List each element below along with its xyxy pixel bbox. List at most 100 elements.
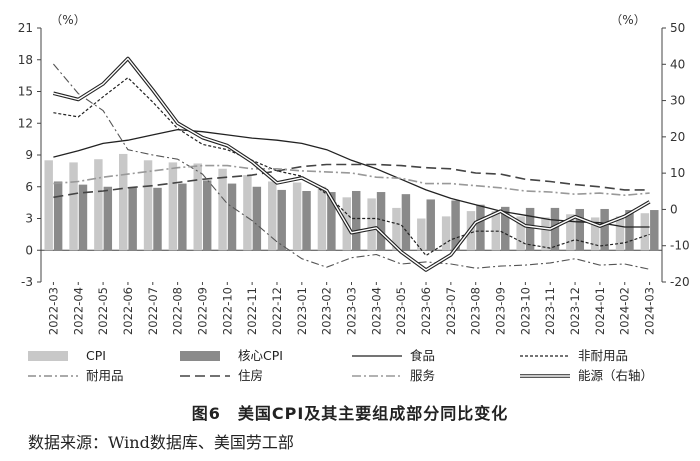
core-cpi-bar [302,190,311,251]
core-cpi-bar [501,206,510,251]
cpi-bar [417,218,426,251]
cpi-bar [268,181,277,251]
left-tick-label: 21 [18,21,33,35]
core-cpi-bar [625,210,634,251]
core-cpi-bar [426,199,435,251]
legend-housing-label: 住房 [238,368,263,383]
cpi-bar [143,160,153,251]
x-tick-label: 2022-09 [195,287,209,335]
left-tick-label: 3 [25,212,33,226]
x-tick-label: 2022-03 [46,287,60,335]
data-source-note: 数据来源：Wind数据库、美国劳工部 [28,433,294,452]
x-tick-label: 2024-02 [618,287,632,335]
x-tick-label: 2022-08 [171,287,185,335]
core-cpi-bar [525,207,535,251]
x-tick-label: 2022-05 [96,287,110,335]
cpi-bar [392,207,401,251]
x-tick-label: 2022-06 [121,287,135,335]
figure-caption: 图6 美国CPI及其主要组成部分同比变化 [191,404,509,423]
cpi-bar [292,182,302,251]
x-tick-label: 2022-11 [245,287,259,335]
left-tick-label: 6 [25,180,33,194]
cpi-bar [168,162,178,251]
cpi-bar [590,217,600,251]
chart-area: -3 0 3 6 9 12 15 18 21 -20 -10 0 10 20 30 40 50 （%） （%） 202… [18,13,690,383]
x-tick-label: 2023-11 [543,287,557,335]
x-tick-label: 2022-04 [71,287,85,335]
core-cpi-bar [401,194,411,251]
legend-services-label: 服务 [410,368,435,383]
core-cpi-bar [451,200,460,251]
legend-food-label: 食品 [410,348,435,363]
cpi-bar [541,217,550,251]
right-tick-label: 40 [670,57,685,71]
core-cpi-bar [476,204,485,251]
core-cpi-bar [327,192,336,251]
cpi-bar [516,216,525,251]
core-cpi-bar [153,187,162,251]
core-cpi-bar [277,189,286,251]
x-tick-label: 2023-01 [295,287,309,335]
core-cpi-bar [575,208,585,251]
nondurables-line [53,77,650,257]
right-tick-label: -20 [670,275,690,289]
cpi-bar [118,153,128,251]
legend-core-cpi-label: 核心CPI [238,348,283,363]
x-tick-label: 2023-12 [568,287,582,335]
left-tick-label: 9 [25,148,33,162]
legend-core-cpi-swatch [180,351,220,361]
core-cpi-bar [202,180,212,251]
legend-nondurables-label: 非耐用品 [578,348,628,363]
right-tick-label: 10 [670,166,685,180]
cpi-bar [44,160,53,251]
x-tick-label: 2022-12 [270,287,284,335]
right-tick-label: 0 [670,202,678,216]
cpi-bar [69,162,78,251]
left-tick-label: -3 [21,275,33,289]
x-tick-label: 2023-03 [345,287,359,335]
cpi-bar [441,216,451,251]
right-tick-label: 20 [670,130,685,144]
cpi-bar [243,175,252,251]
durables-line [52,63,650,270]
x-tick-label: 2023-10 [518,287,532,335]
cpi-bar [566,214,575,251]
right-tick-label: 50 [670,21,685,35]
core-cpi-bar [252,186,262,251]
x-tick-label: 2023-09 [494,287,508,335]
left-axis-unit: （%） [50,13,85,27]
x-tick-label: 2023-04 [369,287,383,335]
x-tick-label: 2022-10 [220,287,234,335]
core-cpi-bar [227,183,237,251]
services-line [53,164,650,196]
legend-cpi-swatch [28,351,68,361]
food-line [53,128,650,228]
cpi-bar [640,213,650,251]
energy-line-inner [53,57,650,271]
legend-durables-label: 耐用品 [86,368,124,383]
x-tick-label: 2022-07 [146,287,160,335]
left-tick-label: 12 [18,116,33,130]
right-tick-label: -10 [670,239,690,253]
cpi-bar [218,168,227,251]
cpi-bar [615,216,625,251]
left-tick-label: 0 [25,243,33,257]
core-cpi-bar [600,208,609,251]
legend-cpi-label: CPI [86,348,106,363]
core-cpi-bar [78,184,88,251]
core-cpi-bar [550,207,560,251]
core-cpi-bar [376,192,386,251]
x-tick-label: 2023-02 [320,287,334,335]
core-cpi-bar [53,181,63,251]
core-cpi-bar [650,210,659,251]
core-cpi-bar [178,183,187,251]
left-tick-label: 18 [18,53,33,67]
housing-line [53,163,650,199]
x-tick-label: 2023-07 [444,287,458,335]
x-tick-label: 2023-08 [469,287,483,335]
x-tick-label: 2024-01 [593,287,607,335]
core-cpi-bar [128,187,137,251]
core-cpi-bar [352,190,361,251]
core-cpi-bar [103,186,113,251]
cpi-bar [193,163,202,251]
